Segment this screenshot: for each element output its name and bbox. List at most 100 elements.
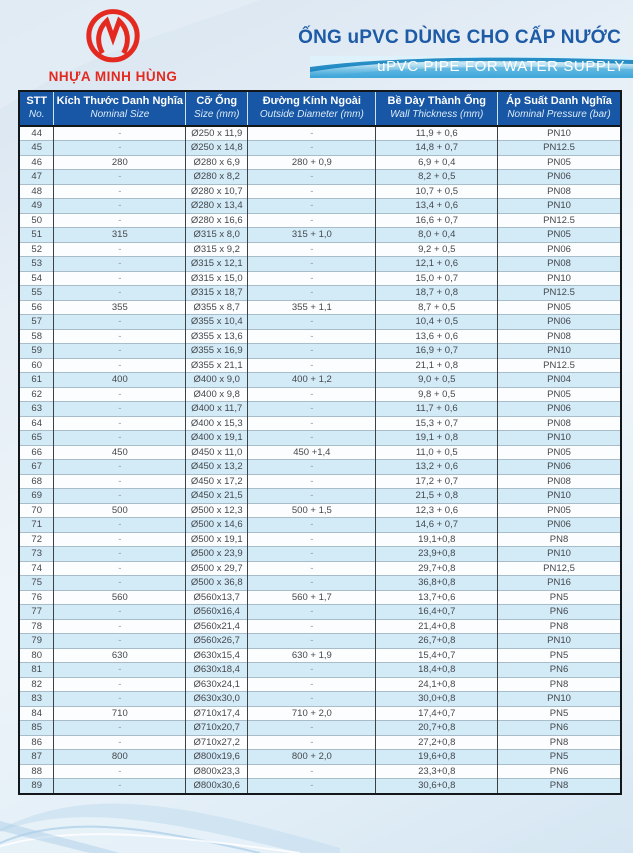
cell-pressure: PN5 [497,589,621,605]
cell-pressure: PN05 [497,386,621,402]
cell-wall-thickness: 19,1+0,8 [375,531,498,547]
cell-size: Ø450 x 21,5 [185,488,248,504]
cell-size: Ø315 x 18,7 [185,285,248,301]
cell-wall-thickness: 8,2 + 0,5 [375,169,498,185]
cell-wall-thickness: 21,4+0,8 [375,618,498,634]
cell-pressure: PN12.5 [497,285,621,301]
cell-outside-diameter: - [247,430,376,446]
cell-stt: 87 [19,749,54,765]
cell-size: Ø800x30,6 [185,778,248,794]
cell-pressure: PN05 [497,502,621,518]
cell-nominal-size: - [53,618,186,634]
cell-outside-diameter: - [247,763,376,779]
cell-wall-thickness: 23,9+0,8 [375,546,498,562]
cell-pressure: PN10 [497,125,621,141]
cell-outside-diameter: - [247,256,376,272]
cell-outside-diameter: - [247,415,376,431]
cell-size: Ø560x13,7 [185,589,248,605]
cell-pressure: PN10 [497,343,621,359]
cell-size: Ø315 x 9,2 [185,241,248,257]
cell-nominal-size: - [53,459,186,475]
cell-wall-thickness: 18,7 + 0,8 [375,285,498,301]
cell-outside-diameter: - [247,517,376,533]
cell-wall-thickness: 15,0 + 0,7 [375,270,498,286]
cell-wall-thickness: 23,3+0,8 [375,763,498,779]
cell-size: Ø500 x 29,7 [185,560,248,576]
table-row: 66 450 Ø450 x 11,0 450 +1,4 11,0 + 0,5 PN05 [19,444,621,460]
cell-nominal-size: 710 [53,705,186,721]
cell-nominal-size: - [53,328,186,344]
cell-wall-thickness: 8,7 + 0,5 [375,299,498,315]
brand-name: NHỰA MINH HÙNG [48,69,178,84]
cell-size: Ø280 x 8,2 [185,169,248,185]
cell-nominal-size: - [53,763,186,779]
cell-size: Ø355 x 8,7 [185,299,248,315]
cell-size: Ø710x17,4 [185,705,248,721]
table-row: 47- Ø280 x 8,2-8,2 + 0,5 PN06 [19,169,621,185]
cell-outside-diameter: - [247,734,376,750]
cell-size: Ø800x23,3 [185,763,248,779]
cell-size: Ø355 x 16,9 [185,343,248,359]
cell-pressure: PN08 [497,415,621,431]
cell-outside-diameter: - [247,140,376,156]
cell-stt: 65 [19,430,54,446]
cell-outside-diameter: 400 + 1,2 [247,372,376,388]
cell-wall-thickness: 26,7+0,8 [375,633,498,649]
cell-outside-diameter: - [247,314,376,330]
cell-nominal-size: 800 [53,749,186,765]
cell-pressure: PN08 [497,183,621,199]
table-row: 52- Ø315 x 9,2-9,2 + 0,5 PN06 [19,241,621,257]
cell-outside-diameter: 355 + 1,1 [247,299,376,315]
cell-pressure: PN05 [497,154,621,170]
col-header-outside-diameter-vi: Đường Kính Ngoài [262,95,361,107]
cell-stt: 83 [19,691,54,707]
cell-outside-diameter: - [247,560,376,576]
cell-stt: 89 [19,778,54,794]
cell-size: Ø630x24,1 [185,676,248,692]
cell-pressure: PN12,5 [497,560,621,576]
col-header-size-vi: Cỡ Ống [196,95,238,107]
cell-outside-diameter: - [247,488,376,504]
cell-size: Ø450 x 17,2 [185,473,248,489]
table-row: 85- Ø710x20,7-20,7+0,8 PN6 [19,720,621,736]
cell-stt: 46 [19,154,54,170]
cell-wall-thickness: 15,4+0,7 [375,647,498,663]
cell-size: Ø630x15,4 [185,647,248,663]
cell-pressure: PN16 [497,575,621,591]
cell-nominal-size: 500 [53,502,186,518]
cell-outside-diameter: - [247,285,376,301]
cell-outside-diameter: - [247,604,376,620]
cell-stt: 85 [19,720,54,736]
cell-nominal-size: - [53,343,186,359]
cell-wall-thickness: 8,0 + 0,4 [375,227,498,243]
table-row: 77- Ø560x16,4-16,4+0,7 PN6 [19,604,621,620]
cell-wall-thickness: 27,2+0,8 [375,734,498,750]
cell-pressure: PN12.5 [497,357,621,373]
cell-nominal-size: - [53,169,186,185]
col-header-nominal-size-vi: Kích Thước Danh Nghĩa [56,95,184,107]
col-header-stt: STT No. [19,91,54,127]
table-header: STT No. Kích Thước Danh Nghĩa Nominal Si… [19,91,621,127]
cell-size: Ø500 x 19,1 [185,531,248,547]
cell-outside-diameter: - [247,531,376,547]
cell-outside-diameter: - [247,473,376,489]
cell-nominal-size: - [53,430,186,446]
table-row: 79- Ø560x26,7-26,7+0,8 PN10 [19,633,621,649]
cell-nominal-size: - [53,778,186,794]
table-row: 71- Ø500 x 14,6-14,6 + 0,7 PN06 [19,517,621,533]
table-row: 80 630 Ø630x15,4 630 + 1,9 15,4+0,7 PN5 [19,647,621,663]
cell-wall-thickness: 13,4 + 0,6 [375,198,498,214]
cell-wall-thickness: 19,6+0,8 [375,749,498,765]
col-header-wall-thickness-en: Wall Thickness (mm) [390,108,484,120]
cell-size: Ø450 x 11,0 [185,444,248,460]
cell-stt: 84 [19,705,54,721]
cell-outside-diameter: - [247,241,376,257]
table-row: 56 355 Ø355 x 8,7 355 + 1,1 8,7 + 0,5 PN05 [19,299,621,315]
page-title: ỐNG uPVC DÙNG CHO CẤP NƯỚC [298,27,621,48]
cell-size: Ø315 x 15,0 [185,270,248,286]
cell-stt: 62 [19,386,54,402]
cell-size: Ø400 x 15,3 [185,415,248,431]
table-row: 65- Ø400 x 19,1-19,1 + 0,8 PN10 [19,430,621,446]
cell-wall-thickness: 10,7 + 0,5 [375,183,498,199]
cell-pressure: PN04 [497,372,621,388]
